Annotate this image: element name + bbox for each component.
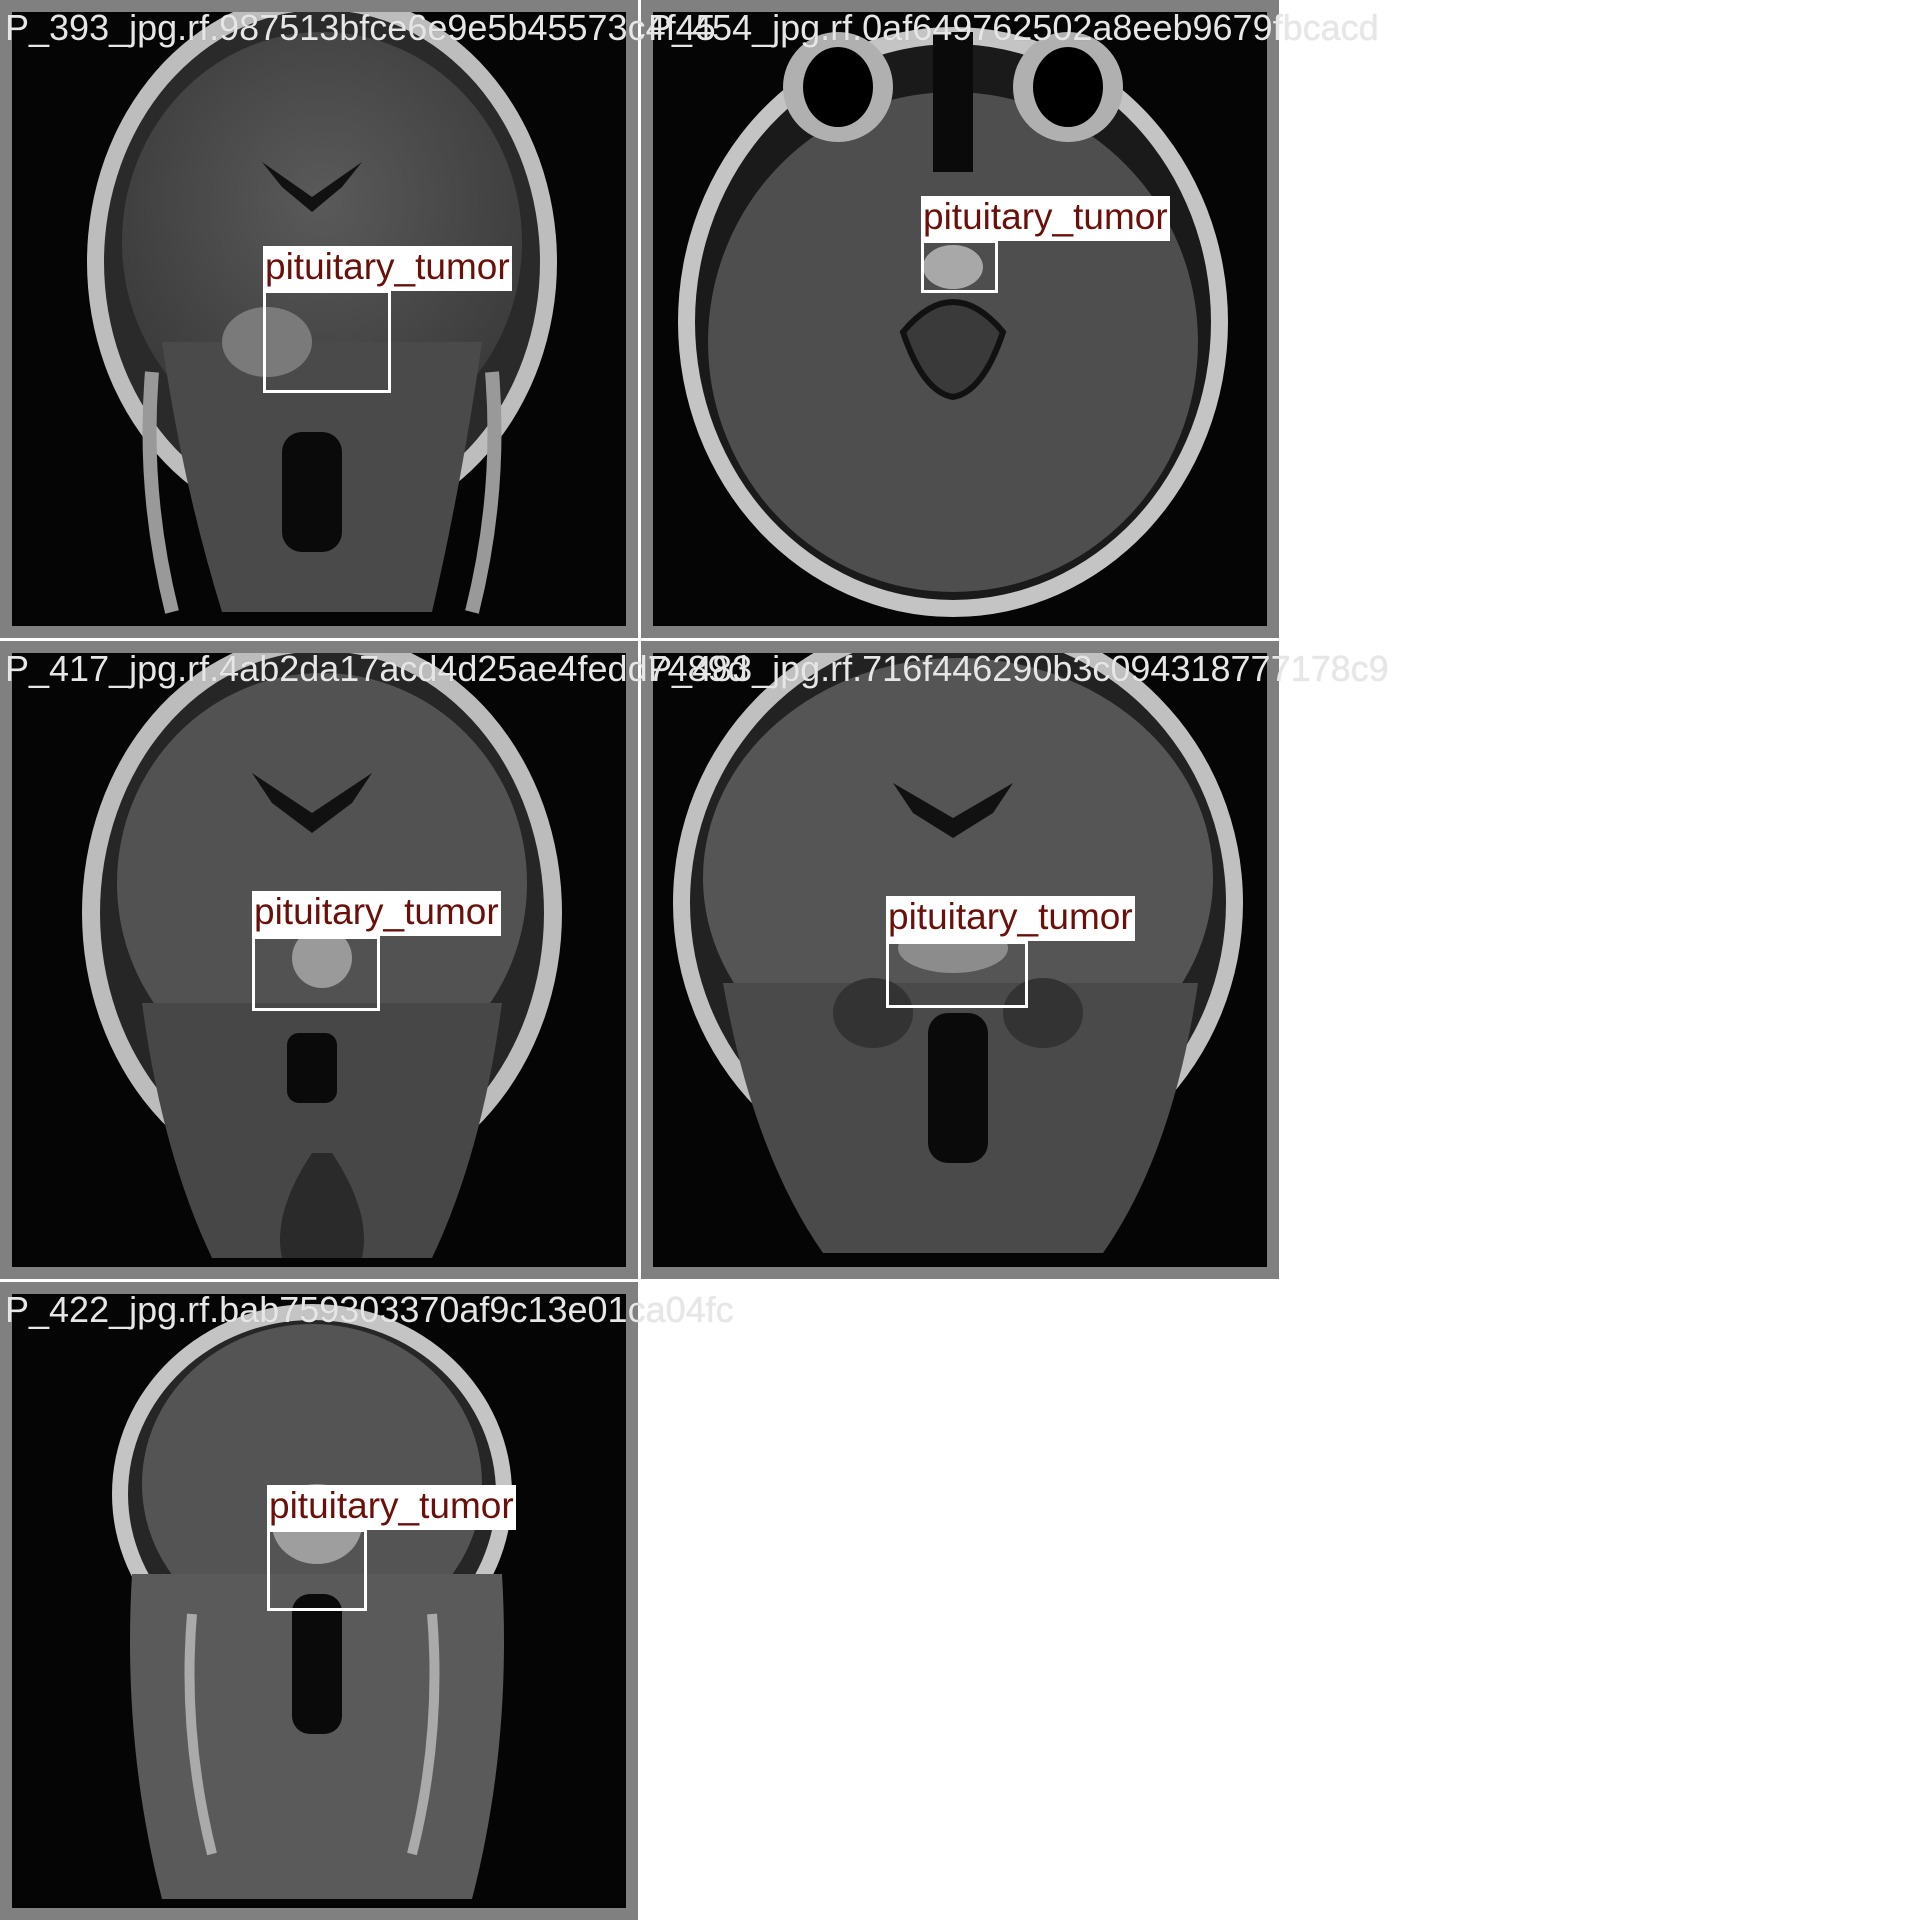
detection-label: pituitary_tumor — [263, 246, 512, 291]
bounding-box — [921, 240, 998, 293]
bounding-box — [263, 290, 391, 393]
image-tile-2: pituitary_tumor P_454_jpg.rf.0af64976250… — [641, 0, 1379, 638]
filename-caption: P_393_jpg.rf.987513bfce6e9e5b45573c4f45 — [5, 7, 716, 48]
filename-caption: P_422_jpg.rf.bab759303370af9c13e01ca04fc — [5, 1289, 734, 1330]
filename-caption: P_483_jpg.rf.716f446290b3c094318777178c9 — [648, 648, 1389, 689]
bounding-box — [886, 941, 1028, 1008]
detection-label: pituitary_tumor — [886, 896, 1135, 941]
bounding-box — [252, 936, 380, 1011]
image-tile-3: pituitary_tumor P_417_jpg.rf.4ab2da17acd… — [0, 641, 748, 1279]
image-tile-1: pituitary_tumor P_393_jpg.rf.987513bfce6… — [0, 0, 716, 638]
image-tile-4: pituitary_tumor P_483_jpg.rf.716f446290b… — [641, 641, 1389, 1279]
detection-label: pituitary_tumor — [252, 891, 501, 936]
mri-scan-coronal — [12, 653, 626, 1267]
mri-scan-axial — [653, 12, 1267, 626]
detection-label: pituitary_tumor — [921, 196, 1170, 241]
filename-caption: P_417_jpg.rf.4ab2da17acd4d25ae4fedd7489d — [5, 648, 748, 689]
image-tile-5: pituitary_tumor P_422_jpg.rf.bab75930337… — [0, 1282, 734, 1920]
mri-scan-coronal — [12, 1294, 626, 1908]
filename-caption: P_454_jpg.rf.0af649762502a8eeb9679fbcacd — [648, 7, 1379, 48]
bounding-box — [267, 1529, 367, 1611]
detection-label: pituitary_tumor — [267, 1485, 516, 1530]
